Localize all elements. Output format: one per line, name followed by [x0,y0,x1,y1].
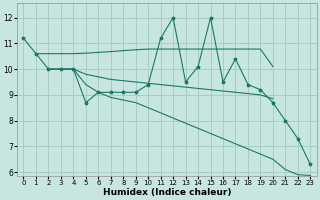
X-axis label: Humidex (Indice chaleur): Humidex (Indice chaleur) [103,188,231,197]
